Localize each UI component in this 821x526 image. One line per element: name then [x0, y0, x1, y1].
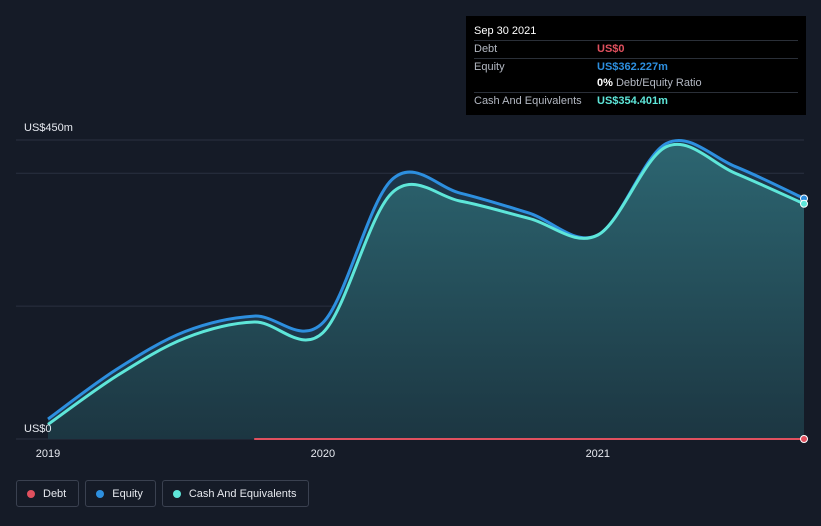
- tooltip-ratio-row: 0% Debt/Equity Ratio: [474, 75, 798, 92]
- cash-endpoint: [800, 199, 808, 208]
- x-tick-label-2021: 2021: [586, 448, 610, 460]
- legend: Debt Equity Cash And Equivalents: [16, 480, 310, 507]
- tooltip-equity-label: Equity: [474, 60, 505, 73]
- tooltip-cash-label: Cash And Equivalents: [474, 94, 582, 107]
- tooltip-cash-value: US$354.401m: [597, 94, 668, 107]
- cash-line: [47, 143, 805, 426]
- legend-item-debt[interactable]: Debt: [16, 480, 80, 507]
- tooltip-ratio-label: Debt/Equity Ratio: [615, 77, 702, 89]
- legend-dot-cash-icon: [172, 489, 181, 498]
- tooltip-date: Sep 30 2021: [474, 25, 537, 37]
- legend-dot-equity-icon: [96, 489, 105, 498]
- legend-item-equity[interactable]: Equity: [85, 480, 156, 507]
- debt-endpoint: [800, 435, 808, 443]
- legend-item-cash[interactable]: Cash And Equivalents: [161, 480, 310, 507]
- equity-line: [47, 138, 805, 421]
- tooltip: Sep 30 2021 Debt US$0 Equity US$362.227m…: [466, 16, 806, 115]
- legend-label-equity: Equity: [112, 487, 143, 500]
- tooltip-equity-row: Equity US$362.227m: [474, 57, 798, 76]
- tooltip-cash-row: Cash And Equivalents US$354.401m: [474, 91, 798, 110]
- tooltip-debt-value: US$0: [597, 43, 625, 55]
- x-tick-label-2020: 2020: [311, 448, 335, 460]
- tooltip-debt-label: Debt: [474, 43, 498, 55]
- tooltip-ratio-value: 0%: [597, 77, 613, 89]
- x-tick-label-2019: 2019: [36, 448, 60, 460]
- tooltip-debt-row: Debt US$0: [474, 40, 798, 58]
- legend-dot-debt-icon: [27, 489, 35, 498]
- tooltip-equity-value: US$362.227m: [597, 60, 668, 73]
- legend-label-debt: Debt: [43, 487, 67, 500]
- y-tick-label-top: US$450m: [24, 122, 73, 134]
- y-tick-label-bottom: US$0: [24, 423, 52, 435]
- tooltip-ratio-block: 0% Debt/Equity Ratio: [597, 75, 702, 91]
- legend-label-cash: Cash And Equivalents: [188, 487, 297, 500]
